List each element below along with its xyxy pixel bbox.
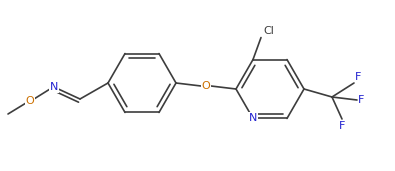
Text: Cl: Cl (263, 25, 274, 36)
Text: F: F (339, 121, 345, 131)
Text: F: F (355, 72, 361, 82)
Text: N: N (249, 113, 257, 123)
Text: O: O (201, 81, 211, 91)
Text: F: F (358, 95, 364, 105)
Text: N: N (50, 82, 58, 92)
Text: O: O (26, 96, 34, 106)
